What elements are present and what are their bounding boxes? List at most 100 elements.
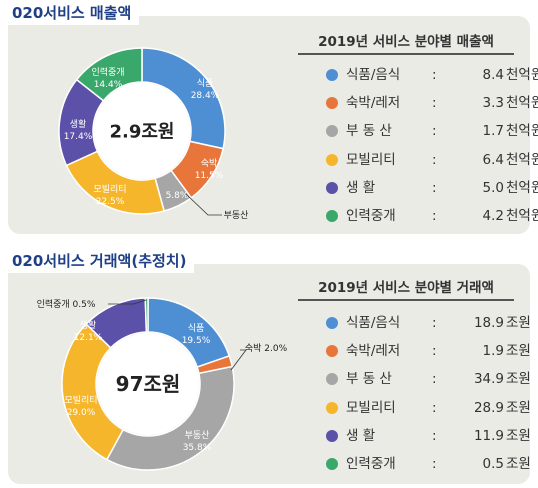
transaction-legend-category-mobility: 모빌리티 <box>346 399 396 416</box>
transaction-legend-value-living: 11.9 <box>473 427 504 444</box>
revenue-legend-category-living: 생 활 <box>346 179 376 196</box>
revenue-legend-unit-staffing: 천억원 <box>506 208 538 224</box>
transaction-legend-colon: : <box>432 456 437 472</box>
revenue-label-food-name: 식품 <box>197 78 214 89</box>
revenue-legend-colon: : <box>432 151 437 168</box>
revenue-slice-staffing <box>75 47 143 102</box>
revenue-section-title: 020서비스 매출액 <box>8 2 140 25</box>
revenue-legend-unit-living: 천억원 <box>506 179 538 196</box>
transaction-legend-title: 2019년 서비스 분야별 거래액 <box>318 280 494 296</box>
revenue-legend-dot-lodging <box>326 97 338 110</box>
revenue-slice-food <box>141 47 226 150</box>
transaction-legend-dot-living <box>326 429 338 442</box>
transaction-label-realestate-name: 부동산 <box>185 430 210 441</box>
transaction-label-food-pct: 19.5% <box>182 336 211 346</box>
revenue-label-lodging-pct: 11.5% <box>195 171 224 181</box>
transaction-legend-colon: : <box>432 371 437 388</box>
revenue-legend-value-lodging: 3.3 <box>482 95 504 112</box>
revenue-legend-colon: : <box>432 208 437 224</box>
transaction-legend-unit-living: 조원 <box>506 427 531 444</box>
revenue-label-living-name: 생활 <box>70 118 87 130</box>
transaction-legend-value-lodging: 1.9 <box>482 343 504 360</box>
transaction-legend-dot-realestate <box>326 373 338 386</box>
revenue-legend-rule <box>298 53 514 55</box>
revenue-legend-category-staffing: 인력중개 <box>346 208 396 224</box>
transaction-legend-colon: : <box>432 315 437 331</box>
revenue-legend-dot-realestate <box>326 125 338 138</box>
revenue-legend-title: 2019년 서비스 분야별 매출액 <box>318 34 494 50</box>
transaction-legend-value-mobility: 28.9 <box>473 399 504 416</box>
revenue-legend-dot-mobility <box>326 153 338 166</box>
revenue-label-living-pct: 17.4% <box>64 132 93 142</box>
revenue-callout-realestate: 부동산 <box>224 210 249 221</box>
transaction-label-mobility-name: 모빌리티 <box>64 395 97 406</box>
transaction-label-living-name: 생활 <box>80 319 97 331</box>
transaction-legend-dot-staffing <box>326 458 338 470</box>
transaction-legend-unit-staffing: 조원 <box>506 456 531 472</box>
revenue-label-mobility-name: 모빌리티 <box>93 184 126 195</box>
revenue-label-staffing-pct: 14.4% <box>94 80 123 90</box>
revenue-legend-category-food: 식품/음식 <box>346 67 401 83</box>
transaction-legend-unit-lodging: 조원 <box>506 343 531 360</box>
transaction-label-food-name: 식품 <box>188 323 205 334</box>
transaction-legend-dot-food <box>326 317 338 329</box>
transaction-legend-value-food: 18.9 <box>473 315 504 331</box>
transaction-legend-unit-realestate: 조원 <box>506 371 531 388</box>
transaction-legend-dot-mobility <box>326 401 338 414</box>
revenue-legend-category-lodging: 숙박/레저 <box>346 95 401 112</box>
transaction-callout-line-lodging <box>230 349 247 371</box>
transaction-label-living-pct: 12.1% <box>74 333 103 343</box>
revenue-label-staffing-name: 인력중개 <box>91 66 124 78</box>
revenue-legend-colon: : <box>432 179 437 196</box>
revenue-legend-unit-realestate: 천억원 <box>506 123 538 140</box>
transaction-legend-rule <box>298 299 514 301</box>
revenue-legend-colon: : <box>432 95 437 112</box>
transaction-legend-unit-mobility: 조원 <box>506 399 531 416</box>
transaction-legend-category-staffing: 인력중개 <box>346 456 396 472</box>
transaction-legend-value-realestate: 34.9 <box>473 371 504 388</box>
revenue-label-lodging-name: 숙박 <box>201 158 218 169</box>
revenue-label-realestate-name: 5.8% <box>166 191 189 201</box>
revenue-legend-unit-food: 천억원 <box>506 67 538 83</box>
transaction-slice-mobility <box>61 323 125 461</box>
revenue-legend-dot-staffing <box>326 210 338 222</box>
transaction-legend-category-food: 식품/음식 <box>346 315 401 331</box>
transaction-legend-category-lodging: 숙박/레저 <box>346 343 401 360</box>
revenue-legend-unit-mobility: 천억원 <box>506 151 538 168</box>
transaction-legend-category-realestate: 부 동 산 <box>346 371 392 388</box>
revenue-legend-value-living: 5.0 <box>482 179 504 196</box>
transaction-callout-staffing: 인력중개 0.5% <box>37 298 96 310</box>
revenue-label-food-pct: 28.4% <box>191 91 220 101</box>
revenue-legend-value-mobility: 6.4 <box>482 151 504 168</box>
revenue-legend-category-mobility: 모빌리티 <box>346 151 396 168</box>
revenue-callout-line-realestate <box>185 193 222 216</box>
transaction-section-title: 020서비스 거래액(추정치) <box>8 250 195 273</box>
revenue-legend-colon: : <box>432 67 437 83</box>
revenue-center-total: 2.9조원 <box>109 121 174 142</box>
revenue-donut-hole <box>94 83 190 179</box>
revenue-legend-category-realestate: 부 동 산 <box>346 123 392 140</box>
revenue-legend-colon: : <box>432 123 437 140</box>
transaction-callout-line-staffing <box>108 299 147 305</box>
transaction-legend-colon: : <box>432 343 437 360</box>
transaction-center-total: 97조원 <box>116 372 181 396</box>
transaction-legend-colon: : <box>432 427 437 444</box>
transaction-legend-colon: : <box>432 399 437 416</box>
revenue-legend-dot-food <box>326 69 338 81</box>
transaction-label-mobility-pct: 29.0% <box>67 408 96 418</box>
revenue-legend-unit-lodging: 천억원 <box>506 95 538 112</box>
revenue-legend-value-realestate: 1.7 <box>482 123 504 140</box>
revenue-legend-value-food: 8.4 <box>482 67 504 83</box>
transaction-legend-value-staffing: 0.5 <box>482 456 504 472</box>
transaction-slice-staffing <box>144 297 149 333</box>
revenue-legend-dot-living <box>326 181 338 194</box>
transaction-label-realestate-pct: 35.8% <box>183 443 212 453</box>
transaction-legend-dot-lodging <box>326 345 338 358</box>
revenue-label-mobility-pct: 22.5% <box>96 197 125 207</box>
revenue-legend-value-staffing: 4.2 <box>482 208 504 224</box>
transaction-slice-realestate <box>105 365 235 471</box>
transaction-donut-hole <box>97 333 199 435</box>
transaction-legend-unit-food: 조원 <box>506 315 531 331</box>
transaction-callout-lodging: 숙박 2.0% <box>245 343 288 354</box>
